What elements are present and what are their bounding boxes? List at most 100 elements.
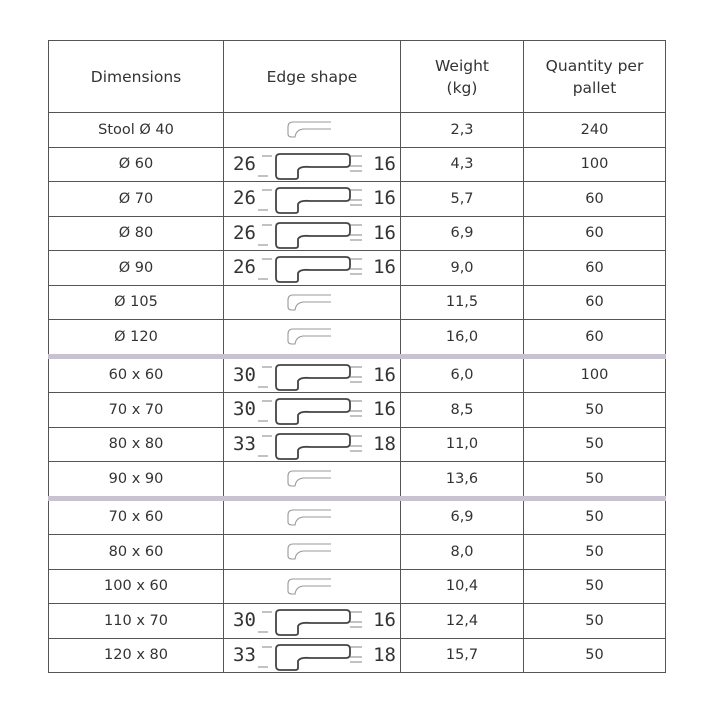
cell-weight: 6,9 [400, 495, 524, 535]
edge-profile-dimension-icon [258, 432, 362, 460]
cell-quantity: 100 [523, 146, 666, 182]
cell-dimensions: Stool Ø 40 [48, 112, 224, 148]
header-edge-shape: Edge shape [223, 40, 401, 113]
cell-weight: 2,3 [400, 112, 524, 148]
edge-right-dimension: 16 [373, 152, 396, 175]
table-row: Ø 105 11,5 60 [48, 284, 666, 320]
edge-profile-icon [287, 121, 331, 138]
table-row: 70 x 70 30 16 8,5 50 [48, 392, 666, 428]
cell-edge-shape [223, 112, 401, 148]
cell-dimensions: Ø 90 [48, 250, 224, 286]
edge-profile-dimension-icon [258, 398, 362, 426]
header-dimensions: Dimensions [48, 40, 224, 113]
edge-left-dimension: 26 [233, 187, 256, 210]
cell-dimensions: 70 x 60 [48, 495, 224, 535]
cell-edge-shape [223, 534, 401, 570]
cell-edge-shape [223, 568, 401, 604]
cell-edge-shape: 26 16 [223, 181, 401, 217]
cell-weight: 16,0 [400, 319, 524, 357]
edge-right-dimension: 16 [373, 221, 396, 244]
cell-dimensions: Ø 80 [48, 215, 224, 251]
cell-weight: 13,6 [400, 461, 524, 499]
table-row: 100 x 60 10,4 50 [48, 568, 666, 604]
edge-profile-dimension-icon [258, 221, 362, 249]
table-row: Ø 80 26 16 6,9 60 [48, 215, 666, 251]
table-row: 120 x 80 33 18 15,7 50 [48, 637, 666, 673]
cell-weight: 9,0 [400, 250, 524, 286]
edge-right-dimension: 16 [373, 609, 396, 632]
cell-dimensions: 60 x 60 [48, 353, 224, 393]
cell-edge-shape [223, 461, 401, 499]
table-row: 90 x 90 13,6 50 [48, 461, 666, 499]
header-weight-line1: Weight [434, 56, 489, 75]
cell-edge-shape: 30 16 [223, 353, 401, 393]
edge-right-dimension: 18 [373, 432, 396, 455]
cell-edge-shape: 33 18 [223, 426, 401, 462]
edge-left-dimension: 26 [233, 152, 256, 175]
table-row: 80 x 60 8,0 50 [48, 534, 666, 570]
cell-dimensions: 110 x 70 [48, 603, 224, 639]
edge-left-dimension: 33 [233, 432, 256, 455]
edge-profile-dimension-icon [258, 187, 362, 215]
cell-weight: 15,7 [400, 637, 524, 673]
product-table: Dimensions Edge shape Weight (kg) Quantit… [48, 40, 666, 673]
cell-edge-shape: 26 16 [223, 215, 401, 251]
edge-left-dimension: 33 [233, 643, 256, 666]
cell-quantity: 50 [523, 637, 666, 673]
table-row: Ø 120 16,0 60 [48, 319, 666, 357]
cell-weight: 6,9 [400, 215, 524, 251]
table-row: 80 x 80 33 18 11,0 50 [48, 426, 666, 462]
edge-profile-dimension-icon [258, 256, 362, 284]
cell-dimensions: 90 x 90 [48, 461, 224, 499]
table-row: 70 x 60 6,9 50 [48, 495, 666, 535]
cell-edge-shape [223, 284, 401, 320]
cell-weight: 11,0 [400, 426, 524, 462]
cell-dimensions: 70 x 70 [48, 392, 224, 428]
edge-profile-dimension-icon [258, 363, 362, 391]
table-row: Ø 60 26 16 4,3 100 [48, 146, 666, 182]
table-row: Ø 90 26 16 9,0 60 [48, 250, 666, 286]
cell-edge-shape: 30 16 [223, 603, 401, 639]
edge-profile-icon [287, 294, 331, 311]
edge-right-dimension: 18 [373, 643, 396, 666]
cell-quantity: 50 [523, 495, 666, 535]
cell-dimensions: 120 x 80 [48, 637, 224, 673]
edge-right-dimension: 16 [373, 363, 396, 386]
cell-edge-shape: 26 16 [223, 146, 401, 182]
cell-dimensions: Ø 120 [48, 319, 224, 357]
cell-dimensions: Ø 105 [48, 284, 224, 320]
edge-left-dimension: 26 [233, 221, 256, 244]
cell-quantity: 60 [523, 250, 666, 286]
cell-quantity: 60 [523, 215, 666, 251]
header-row: Dimensions Edge shape Weight (kg) Quantit… [48, 40, 666, 113]
cell-quantity: 60 [523, 319, 666, 357]
cell-edge-shape: 26 16 [223, 250, 401, 286]
cell-quantity: 60 [523, 181, 666, 217]
cell-quantity: 60 [523, 284, 666, 320]
edge-left-dimension: 30 [233, 363, 256, 386]
cell-weight: 5,7 [400, 181, 524, 217]
edge-right-dimension: 16 [373, 256, 396, 279]
edge-right-dimension: 16 [373, 398, 396, 421]
header-weight-line2: (kg) [446, 78, 478, 97]
table-row: 60 x 60 30 16 6,0 100 [48, 353, 666, 393]
edge-profile-dimension-icon [258, 152, 362, 180]
cell-quantity: 100 [523, 353, 666, 393]
cell-quantity: 50 [523, 461, 666, 499]
cell-edge-shape: 30 16 [223, 392, 401, 428]
cell-dimensions: Ø 70 [48, 181, 224, 217]
cell-dimensions: 80 x 60 [48, 534, 224, 570]
edge-profile-icon [287, 509, 331, 526]
header-qty-line2: pallet [572, 78, 617, 97]
edge-left-dimension: 26 [233, 256, 256, 279]
table-row: Stool Ø 40 2,3 240 [48, 112, 666, 148]
cell-weight: 6,0 [400, 353, 524, 393]
cell-dimensions: Ø 60 [48, 146, 224, 182]
header-quantity: Quantity per pallet [523, 40, 666, 113]
edge-profile-icon [287, 578, 331, 595]
edge-left-dimension: 30 [233, 398, 256, 421]
cell-quantity: 50 [523, 534, 666, 570]
header-weight: Weight (kg) [400, 40, 524, 113]
edge-profile-icon [287, 470, 331, 487]
cell-weight: 10,4 [400, 568, 524, 604]
